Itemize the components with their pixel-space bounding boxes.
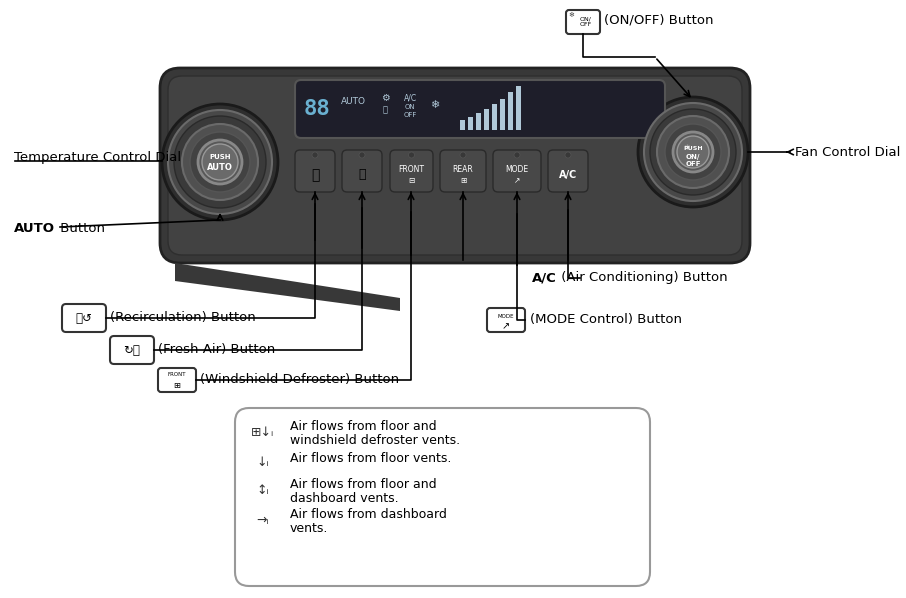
Text: (Recirculation) Button: (Recirculation) Button (110, 312, 255, 325)
FancyBboxPatch shape (566, 10, 600, 34)
Text: MODE: MODE (497, 313, 515, 319)
Circle shape (650, 109, 736, 195)
Text: 🚗↺: 🚗↺ (75, 312, 92, 325)
Text: windshield defroster vents.: windshield defroster vents. (290, 434, 460, 447)
Circle shape (174, 116, 266, 208)
FancyBboxPatch shape (440, 150, 486, 192)
Circle shape (644, 103, 742, 201)
Circle shape (312, 152, 318, 158)
Text: OFF: OFF (403, 112, 417, 118)
Text: FRONT
⊟: FRONT ⊟ (398, 165, 424, 185)
Bar (492, 104, 497, 130)
Text: ON: ON (405, 104, 415, 110)
Text: ↻🚘: ↻🚘 (123, 343, 140, 356)
Bar (500, 99, 505, 130)
FancyBboxPatch shape (295, 80, 665, 138)
Text: ❄: ❄ (430, 100, 439, 110)
Circle shape (638, 97, 748, 207)
Text: 🌀: 🌀 (382, 105, 388, 114)
Text: Temperature Control Dial: Temperature Control Dial (14, 151, 181, 164)
Text: ❄: ❄ (683, 142, 690, 151)
Text: 🚘: 🚘 (358, 169, 366, 182)
Circle shape (565, 152, 571, 158)
Circle shape (168, 110, 272, 214)
FancyBboxPatch shape (62, 304, 106, 332)
FancyBboxPatch shape (487, 308, 525, 332)
Bar (468, 117, 473, 130)
Circle shape (190, 132, 250, 192)
Text: AUTO: AUTO (207, 163, 233, 172)
Text: 88: 88 (304, 99, 331, 119)
Circle shape (409, 152, 415, 158)
Text: Air flows from floor and: Air flows from floor and (290, 420, 437, 434)
Text: ↓ᵢ: ↓ᵢ (256, 456, 269, 469)
Circle shape (198, 140, 242, 184)
Polygon shape (175, 263, 400, 311)
FancyBboxPatch shape (168, 76, 742, 255)
Text: →ᵢ: →ᵢ (256, 514, 269, 526)
FancyBboxPatch shape (160, 68, 750, 263)
Circle shape (665, 124, 721, 180)
Text: PUSH: PUSH (683, 147, 703, 151)
Text: (ON/OFF) Button: (ON/OFF) Button (604, 14, 714, 26)
Text: Air flows from dashboard: Air flows from dashboard (290, 508, 447, 521)
Circle shape (514, 152, 520, 158)
Bar (484, 109, 489, 130)
Circle shape (162, 104, 278, 220)
FancyBboxPatch shape (548, 150, 588, 192)
FancyBboxPatch shape (390, 150, 433, 192)
Text: Air flows from floor and: Air flows from floor and (290, 478, 437, 492)
Text: 🚗: 🚗 (311, 168, 319, 182)
Text: ⊞↓ᵢ: ⊞↓ᵢ (251, 426, 275, 438)
Text: Air flows from floor vents.: Air flows from floor vents. (290, 451, 451, 465)
Circle shape (673, 132, 713, 172)
Text: ❄: ❄ (568, 12, 573, 18)
Text: Button: Button (56, 221, 105, 234)
Circle shape (182, 124, 258, 200)
Text: ON/
OFF: ON/ OFF (580, 17, 593, 28)
Text: FRONT: FRONT (168, 373, 187, 377)
Bar (516, 86, 521, 130)
Text: ⚙: ⚙ (381, 93, 390, 103)
Circle shape (657, 116, 729, 188)
Text: A/C: A/C (532, 271, 557, 285)
FancyBboxPatch shape (235, 408, 650, 586)
FancyBboxPatch shape (158, 368, 196, 392)
Text: AUTO: AUTO (341, 97, 365, 106)
Circle shape (359, 152, 365, 158)
Text: PUSH: PUSH (209, 154, 231, 160)
FancyBboxPatch shape (110, 336, 154, 364)
FancyBboxPatch shape (493, 150, 541, 192)
Text: ↕ᵢ: ↕ᵢ (256, 484, 269, 496)
Text: Fan Control Dial: Fan Control Dial (795, 145, 901, 158)
Text: A/C: A/C (403, 93, 417, 102)
Text: (Windshield Defroster) Button: (Windshield Defroster) Button (200, 374, 400, 386)
Text: ↗: ↗ (502, 321, 510, 331)
Bar (508, 92, 513, 130)
Circle shape (202, 144, 238, 180)
Text: ON/: ON/ (686, 154, 700, 160)
Text: OFF: OFF (685, 161, 700, 167)
Text: (MODE Control) Button: (MODE Control) Button (530, 313, 682, 327)
Text: REAR
⊞: REAR ⊞ (453, 165, 473, 185)
Text: vents.: vents. (290, 521, 328, 535)
FancyBboxPatch shape (342, 150, 382, 192)
FancyBboxPatch shape (295, 150, 335, 192)
Text: (Fresh Air) Button: (Fresh Air) Button (158, 343, 275, 356)
Text: A/C: A/C (559, 170, 577, 180)
Circle shape (460, 152, 466, 158)
Bar (476, 113, 481, 130)
Text: MODE
↗: MODE ↗ (506, 165, 528, 185)
Text: (Air Conditioning) Button: (Air Conditioning) Button (557, 271, 728, 285)
Bar (460, 120, 465, 130)
Text: ⊞: ⊞ (174, 380, 180, 389)
Text: AUTO: AUTO (14, 221, 55, 234)
Circle shape (677, 136, 709, 168)
Text: dashboard vents.: dashboard vents. (290, 492, 399, 505)
